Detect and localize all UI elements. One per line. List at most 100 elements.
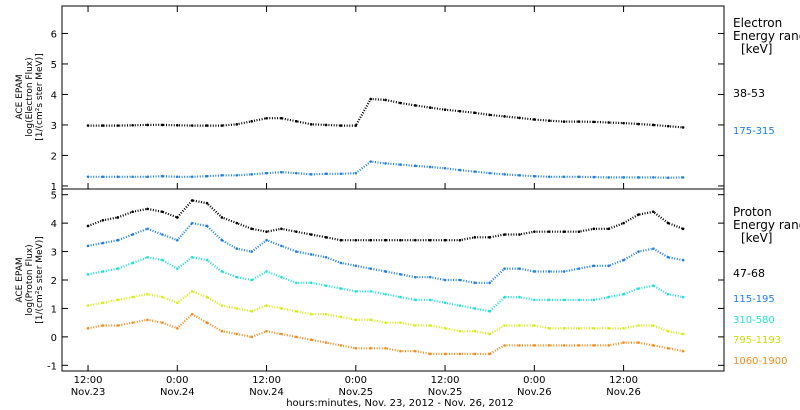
data-point — [101, 175, 105, 179]
data-point — [414, 104, 417, 107]
data-point — [101, 270, 105, 273]
data-point — [354, 290, 358, 293]
electron-legend-38-53: 38-53 — [733, 87, 765, 100]
data-point — [131, 295, 134, 299]
data-point — [533, 270, 536, 273]
data-point — [101, 124, 105, 127]
proton-legend-title-3: [keV] — [741, 231, 772, 245]
data-point — [503, 295, 506, 299]
data-point — [533, 174, 536, 178]
data-point — [607, 227, 611, 231]
data-point — [339, 287, 343, 290]
data-point — [428, 165, 432, 169]
data-point — [577, 230, 581, 233]
data-point — [280, 332, 283, 336]
data-point — [220, 124, 224, 127]
p-ytick-label: -1 — [47, 361, 57, 372]
data-point — [414, 238, 417, 242]
data-point — [503, 324, 506, 327]
data-point — [428, 275, 432, 279]
data-point — [265, 171, 268, 175]
data-point — [652, 344, 655, 347]
data-point — [175, 216, 179, 219]
data-point — [250, 278, 253, 282]
data-point — [681, 295, 685, 299]
data-point — [116, 216, 120, 219]
data-point — [473, 307, 477, 310]
electron-y-label: ACE EPAM log(Electron Flux) [1/(cm²s ste… — [15, 53, 45, 140]
data-point — [175, 238, 179, 242]
data-point — [414, 298, 417, 302]
proton-y-label: ACE EPAM log(Proton Flux) [1/(cm²s ster … — [15, 236, 45, 323]
data-point — [518, 267, 521, 270]
data-point — [562, 230, 566, 233]
data-point — [384, 238, 387, 242]
data-point — [235, 221, 239, 225]
data-point — [339, 344, 343, 347]
data-point — [220, 173, 224, 177]
data-point — [146, 318, 149, 322]
data-point — [622, 121, 625, 125]
data-point — [607, 327, 611, 330]
e-ytick-label: 2 — [51, 151, 57, 162]
data-point — [488, 309, 491, 313]
data-point — [86, 244, 90, 248]
data-point — [220, 270, 224, 273]
electron-legend-title-3: [keV] — [741, 42, 772, 56]
proton-legend-795-1193: 795-1193 — [733, 335, 781, 346]
data-point — [175, 327, 179, 330]
data-point — [443, 278, 447, 282]
data-point — [354, 238, 358, 242]
data-point — [473, 170, 477, 173]
data-point — [295, 335, 298, 339]
data-point — [443, 108, 447, 111]
data-point — [295, 230, 298, 233]
proton-frame — [61, 188, 725, 372]
data-point — [369, 290, 372, 293]
data-point — [265, 304, 268, 307]
series-115-195 — [86, 221, 685, 285]
data-point — [681, 176, 685, 179]
data-point — [414, 349, 417, 353]
e-ytick-label: 3 — [51, 121, 57, 132]
data-point — [86, 224, 90, 228]
data-point — [354, 346, 358, 350]
data-point — [116, 124, 120, 127]
p-ytick-label: 3 — [51, 248, 57, 259]
data-point — [518, 295, 521, 299]
data-point — [681, 227, 685, 231]
x-tick-date: Nov.24 — [249, 387, 284, 398]
proton-legend: Proton Energy ranges [keV] 47-68 115-195… — [733, 205, 800, 367]
data-point — [652, 324, 655, 327]
data-point — [309, 312, 313, 316]
data-point — [488, 332, 491, 336]
data-point — [369, 97, 372, 101]
data-point — [518, 344, 521, 347]
data-point — [458, 168, 462, 172]
data-point — [131, 210, 134, 214]
data-point — [622, 292, 625, 296]
data-point — [265, 116, 268, 120]
data-point — [146, 292, 149, 296]
data-point — [161, 210, 164, 214]
data-point — [190, 221, 194, 225]
p-ytick-label: 5 — [51, 191, 57, 202]
data-point — [637, 122, 640, 126]
data-point — [369, 160, 372, 163]
x-tick-date: Nov.26 — [606, 387, 641, 398]
data-point — [547, 230, 551, 233]
data-point — [250, 173, 253, 176]
electron-data — [86, 97, 685, 180]
data-point — [681, 349, 685, 353]
proton-legend-115-195: 115-195 — [733, 294, 775, 305]
proton-ylabel-line3: [1/(cm²s ster MeV)] — [35, 236, 45, 323]
data-point — [547, 344, 551, 347]
data-point — [265, 270, 268, 273]
data-point — [399, 101, 402, 105]
data-point — [86, 175, 90, 179]
x-tick-date: Nov.26 — [517, 387, 552, 398]
p-ytick-label: 2 — [51, 276, 57, 287]
data-point — [205, 295, 209, 299]
data-point — [622, 221, 625, 225]
